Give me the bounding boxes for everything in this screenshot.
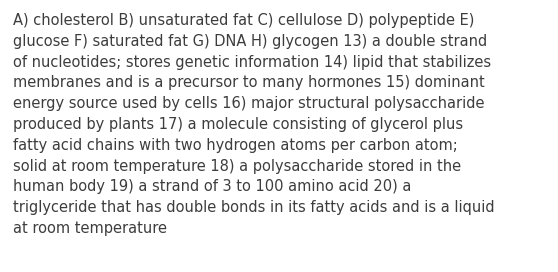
Text: A) cholesterol B) unsaturated fat C) cellulose D) polypeptide E): A) cholesterol B) unsaturated fat C) cel… [13,13,474,28]
Text: triglyceride that has double bonds in its fatty acids and is a liquid: triglyceride that has double bonds in it… [13,200,494,215]
Text: of nucleotides; stores genetic information 14) lipid that stabilizes: of nucleotides; stores genetic informati… [13,55,491,70]
Text: solid at room temperature 18) a polysaccharide stored in the: solid at room temperature 18) a polysacc… [13,159,461,174]
Text: fatty acid chains with two hydrogen atoms per carbon atom;: fatty acid chains with two hydrogen atom… [13,138,458,153]
Text: human body 19) a strand of 3 to 100 amino acid 20) a: human body 19) a strand of 3 to 100 amin… [13,180,411,194]
Text: at room temperature: at room temperature [13,221,167,236]
Text: energy source used by cells 16) major structural polysaccharide: energy source used by cells 16) major st… [13,96,484,111]
Text: glucose F) saturated fat G) DNA H) glycogen 13) a double strand: glucose F) saturated fat G) DNA H) glyco… [13,34,487,49]
Text: produced by plants 17) a molecule consisting of glycerol plus: produced by plants 17) a molecule consis… [13,117,463,132]
Text: membranes and is a precursor to many hormones 15) dominant: membranes and is a precursor to many hor… [13,75,485,90]
